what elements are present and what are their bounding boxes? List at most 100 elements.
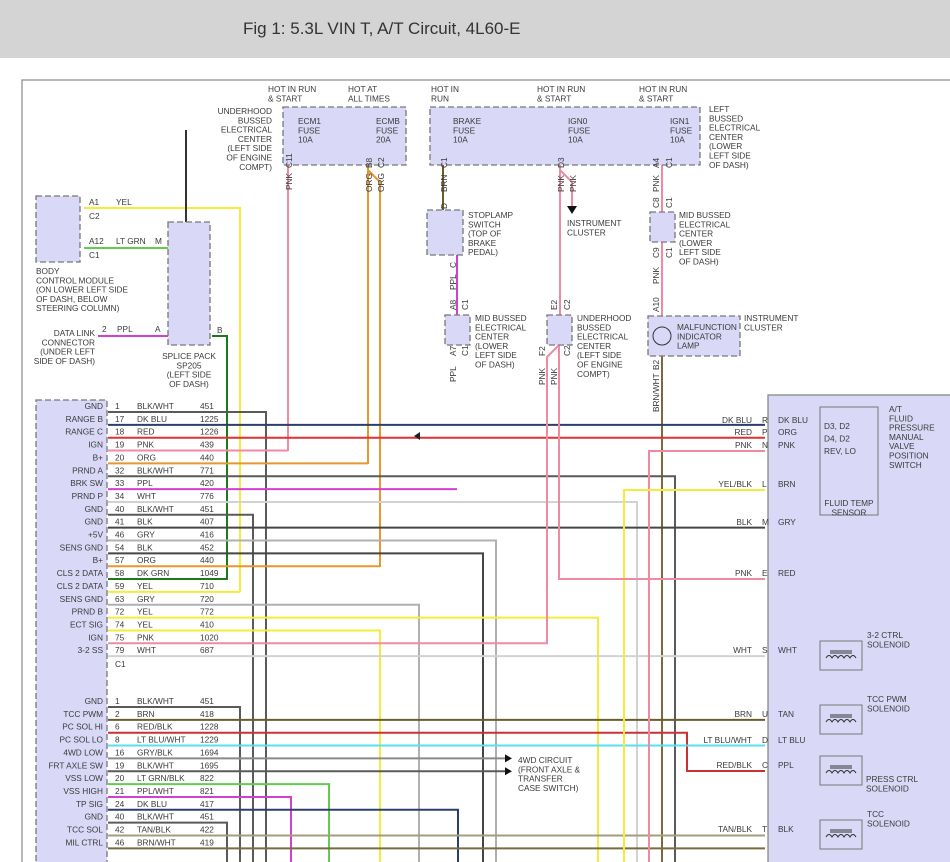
component-name: 4WD CIRCUIT	[518, 755, 572, 765]
components	[35, 106, 950, 862]
wire-color-label: GRY/BLK	[137, 747, 173, 757]
component-name: SWITCH	[468, 219, 501, 229]
component-name: SOLENOID	[866, 783, 909, 793]
circuit-number: 416	[200, 530, 214, 540]
pin-letter: D	[762, 735, 768, 745]
pin-function-label: B+	[93, 555, 104, 565]
component-name: SOLENOID	[867, 703, 910, 713]
wire-color-label: RED	[778, 568, 796, 578]
pcm-c2-wire-75	[108, 344, 560, 645]
pin-number: 1	[115, 401, 120, 411]
wire-marking: ORG	[364, 173, 374, 192]
connector-id: C1	[89, 250, 100, 260]
pin-function-label: PRND P	[72, 491, 104, 501]
wire-marking: C1	[664, 247, 674, 258]
wire-color-label: DK BLU	[137, 799, 167, 809]
wire-color-label: WHT	[137, 491, 156, 501]
component-name: SENSOR	[831, 507, 866, 517]
component-name: BRAKE	[468, 238, 497, 248]
wire-color-label: PPL	[778, 760, 794, 770]
wire-color-label: PPL/WHT	[137, 786, 174, 796]
pin-letter: L	[762, 479, 767, 489]
pin-function-label: RANGE C	[65, 427, 103, 437]
circuit-number: 1695	[200, 760, 219, 770]
wire-marking: C1	[664, 157, 674, 168]
component-name: ELECTRICAL	[577, 332, 629, 342]
mid-bussed-center	[444, 314, 471, 346]
wire-marking: C1	[460, 345, 470, 356]
pin-function-label: CLS 2 DATA	[57, 581, 104, 591]
component-name: (TOP OF	[468, 229, 501, 239]
wire-color-label: BRN/WHT	[137, 837, 176, 847]
fuse-name: FUSE	[670, 125, 693, 135]
pin-function-label: GND	[85, 517, 103, 527]
pin-letter: M	[762, 517, 769, 527]
hot-label: HOT IN	[431, 84, 459, 94]
component-name: VALVE	[889, 441, 915, 451]
wire-marking: PNK	[651, 174, 661, 192]
component-name: STEERING COLUMN)	[36, 303, 120, 313]
wire-marking: C11	[284, 153, 294, 168]
circuit-number: 440	[200, 452, 214, 462]
wire-color-label: YEL	[137, 619, 153, 629]
component-name: MANUAL	[889, 432, 924, 442]
circuit-number: 440	[200, 555, 214, 565]
wire-marking: A8	[448, 299, 458, 310]
pin-function-label: BRK SW	[70, 478, 103, 488]
wire-marking: A7	[448, 345, 458, 356]
wire-color-label: LT BLU	[778, 735, 805, 745]
circuit-number: 420	[200, 478, 214, 488]
circuit-number: 451	[200, 812, 214, 822]
pin-number: 19	[115, 440, 125, 450]
pin-number: 2	[102, 324, 107, 334]
component-name: CONNECTOR	[42, 337, 95, 347]
component-name: (FRONT AXLE &	[518, 764, 581, 774]
trans-e-wire	[558, 345, 765, 580]
pin-function-label: MIL CTRL	[66, 837, 104, 847]
wire-marking: C1	[460, 299, 470, 310]
solenoid-tcc-pwm	[819, 704, 863, 735]
circuit-number: 1226	[200, 427, 219, 437]
component-name: BUSSED	[709, 113, 743, 123]
wire-marking: B8	[364, 157, 374, 168]
component-name: MID BUSSED	[679, 210, 731, 220]
wire-color-label: GRY	[778, 517, 796, 527]
underhood-bussed-center-2	[546, 314, 573, 346]
fuse-name: 10A	[298, 135, 313, 145]
pin-letter: E	[762, 568, 768, 578]
component-name: (LOWER	[709, 141, 742, 151]
circuit-number: 418	[200, 709, 214, 719]
pin-letter: T	[762, 824, 767, 834]
component-name: CENTER	[475, 332, 509, 342]
wire-color-label: WHT	[137, 645, 156, 655]
component-name: MALFUNCTION	[677, 322, 737, 332]
wire-color-label: BLK	[137, 517, 153, 527]
pin-function-label: B+	[93, 452, 104, 462]
wire-color-label: DK BLU	[722, 415, 752, 425]
wire-marking: E2	[549, 299, 559, 310]
circuit-number: 419	[200, 837, 214, 847]
pin-number: 54	[115, 542, 125, 552]
component-name: LAMP	[677, 341, 700, 351]
component-name: PEDAL)	[468, 247, 498, 257]
wire-marking: C9	[651, 247, 661, 258]
circuit-number: 451	[200, 504, 214, 514]
ign0-cluster-wire	[559, 169, 573, 206]
circuit-number: 407	[200, 517, 214, 527]
pin-number: 34	[115, 491, 125, 501]
pin-number: 8	[115, 735, 120, 745]
wire-color-label: BLK	[778, 824, 794, 834]
wire-color-label: YEL	[116, 197, 132, 207]
pin-number: 6	[115, 722, 120, 732]
fuse-name: FUSE	[453, 125, 476, 135]
component-name: (LOWER	[679, 238, 712, 248]
wire-color-label: WHT	[733, 645, 752, 655]
circuit-number: 720	[200, 594, 214, 604]
coil-icon	[825, 714, 857, 723]
pin-letter: M	[155, 236, 162, 246]
pin-function-label: FRT AXLE SW	[48, 760, 103, 770]
pin-number: A12	[89, 236, 104, 246]
pin-number: 57	[115, 555, 125, 565]
wire-color-label: DK BLU	[778, 415, 808, 425]
wire-color-label: YEL/BLK	[718, 479, 752, 489]
